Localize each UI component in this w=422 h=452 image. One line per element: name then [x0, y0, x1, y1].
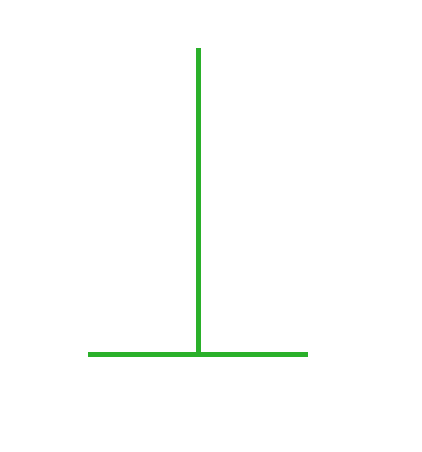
horizontal-base-line [88, 352, 308, 357]
vertical-stem-line [196, 48, 201, 357]
